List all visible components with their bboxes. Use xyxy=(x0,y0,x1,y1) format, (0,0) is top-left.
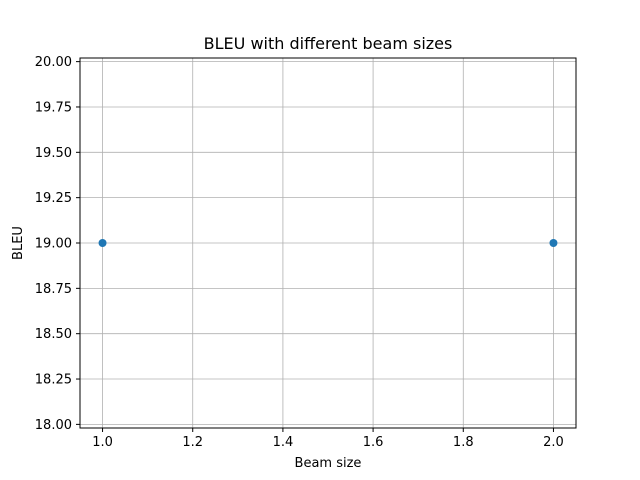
x-tick-label: 2.0 xyxy=(543,435,564,450)
y-tick-label: 18.25 xyxy=(35,373,72,388)
x-axis: 1.0 1.2 1.4 1.6 1.8 2.0 xyxy=(92,428,564,450)
y-tick-label: 18.75 xyxy=(35,282,72,297)
y-axis: 18.00 18.25 18.50 18.75 19.00 19.25 19.50 19.75… xyxy=(35,55,80,433)
data-point xyxy=(549,239,558,247)
grid xyxy=(80,58,576,428)
x-tick-label: 1.2 xyxy=(182,435,203,450)
y-tick-label: 19.25 xyxy=(35,191,72,206)
y-tick-label: 19.75 xyxy=(35,100,72,115)
chart-title: BLEU with different beam sizes xyxy=(204,34,453,53)
x-tick-label: 1.6 xyxy=(363,435,384,450)
y-tick-label: 18.50 xyxy=(35,327,72,342)
x-axis-label: Beam size xyxy=(295,456,362,471)
x-tick-label: 1.8 xyxy=(453,435,474,450)
y-tick-label: 18.00 xyxy=(35,418,72,433)
x-tick-label: 1.0 xyxy=(92,435,113,450)
y-axis-label: BLEU xyxy=(11,226,26,260)
y-tick-label: 19.00 xyxy=(35,237,72,252)
y-tick-label: 20.00 xyxy=(35,55,72,70)
data-point xyxy=(98,239,107,247)
data-layer xyxy=(98,239,558,247)
x-tick-label: 1.4 xyxy=(273,435,294,450)
y-tick-label: 19.50 xyxy=(35,146,72,161)
